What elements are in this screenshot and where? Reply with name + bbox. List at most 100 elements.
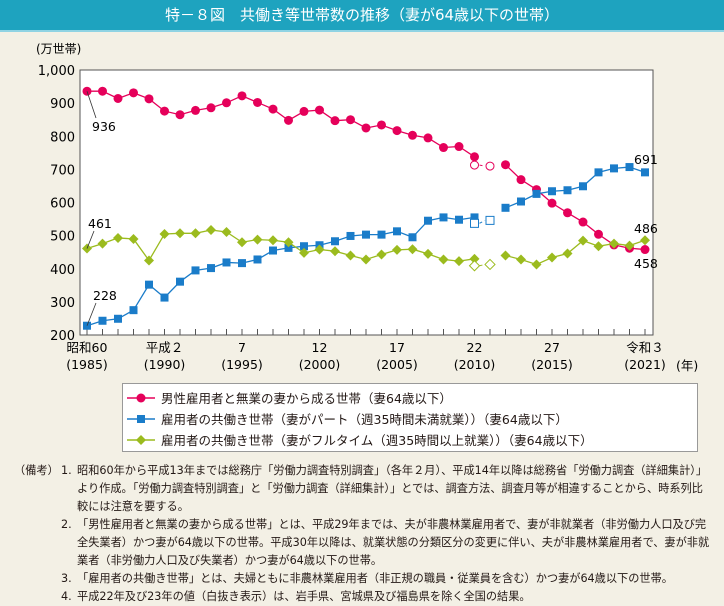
data-point: [469, 253, 480, 264]
data-point: [268, 235, 278, 246]
note-item: 2. 「男性雇用者と無業の妻から成る世帯」とは、平成29年までは、夫が非農林業雇用…: [14, 516, 714, 570]
x-tick-label-year: (1990): [144, 357, 186, 372]
data-point: [237, 91, 247, 101]
legend-item: 雇用者の共働き世帯（妻がパート（週35時間未満就業））（妻64歳以下）: [127, 408, 697, 429]
data-point: [237, 237, 247, 248]
data-point: [144, 255, 154, 266]
data-point: [610, 164, 618, 173]
data-point: [331, 237, 339, 246]
note-text: 昭和60年から平成13年までは総務庁「労働力調査特別調査」（各年２月）、平成14…: [77, 464, 708, 513]
data-point: [284, 243, 293, 252]
data-point: [624, 240, 635, 251]
x-tick-label: 7: [238, 340, 246, 355]
note-text: 「男性雇用者と無業の妻から成る世帯」とは、平成29年までは、夫が非農林業雇用者で…: [77, 518, 710, 567]
data-point: [160, 106, 169, 116]
legend-swatch: [127, 393, 155, 402]
data-point: [176, 277, 184, 286]
y-tick-label: 500: [50, 230, 75, 245]
data-point: [500, 250, 511, 261]
legend-item: 雇用者の共働き世帯（妻がフルタイム（週35時間以上就業））（妻64歳以下）: [127, 429, 697, 450]
label-leader-line: [86, 302, 97, 326]
data-point: [346, 115, 355, 125]
y-tick-label: 1,000: [38, 64, 75, 79]
x-tick-label-year: (1995): [221, 357, 263, 372]
data-point: [206, 103, 216, 113]
data-point: [191, 266, 200, 275]
data-point: [454, 256, 464, 267]
data-point: [252, 234, 263, 245]
data-point: [376, 249, 387, 260]
data-point: [222, 98, 231, 108]
notes: （備考） 1. 昭和60年から平成13年までは総務庁「労働力調査特別調査」（各年２月…: [14, 462, 714, 606]
x-tick-label-year: (2010): [454, 357, 496, 372]
data-point: [438, 254, 449, 265]
data-point: [455, 215, 463, 224]
data-point: [609, 238, 619, 249]
series-2: [82, 224, 650, 272]
data-point: [407, 244, 418, 255]
series-0: [82, 86, 650, 255]
note-head: （備考）: [14, 464, 59, 477]
legend-label: 男性雇用者と無業の妻から成る世帯（妻64歳以下）: [161, 391, 452, 406]
legend-label: 雇用者の共働き世帯（妻がフルタイム（週35時間以上就業））（妻64歳以下）: [161, 433, 593, 448]
data-point: [640, 245, 650, 255]
data-point: [641, 168, 649, 177]
series-line: [505, 164, 646, 251]
data-point: [579, 182, 587, 191]
data-point: [269, 246, 277, 255]
data-point: [222, 258, 231, 267]
y-tick-label: 600: [50, 197, 75, 212]
line-chart: (万世帯) (年) 200 300 400 500 600 700 800 900 1,000 昭…: [36, 42, 698, 373]
data-point: [206, 224, 216, 235]
data-point: [98, 316, 107, 325]
data-point: [517, 197, 525, 206]
x-tick-label-year: (1985): [66, 357, 108, 372]
data-point: [300, 242, 308, 251]
data-point: [114, 314, 122, 323]
x-tick-label: 22: [467, 340, 483, 355]
data-point: [423, 133, 433, 143]
x-tick-label: 17: [389, 340, 405, 355]
data-label: 458: [634, 256, 658, 271]
data-point: [283, 237, 294, 248]
data-point: [484, 258, 496, 271]
data-point: [362, 230, 370, 239]
data-point: [408, 130, 417, 140]
series-line: [505, 239, 646, 266]
data-point: [330, 246, 340, 257]
hollow-series-line: [479, 219, 486, 224]
y-tick-label: 800: [50, 130, 75, 145]
data-point: [408, 233, 417, 242]
data-point: [330, 116, 340, 126]
data-point: [299, 247, 309, 258]
data-point: [315, 105, 324, 115]
x-tick-label: 昭和60: [67, 340, 108, 355]
data-point: [129, 306, 138, 315]
x-tick-label: 令和３: [626, 340, 664, 355]
data-point: [547, 252, 557, 263]
x-tick-label-year: (2021): [624, 357, 666, 372]
note-item: 3. 「雇用者の共働き世帯」とは、夫婦ともに非農林業雇用者（非正規の職員・従業員を…: [14, 570, 714, 588]
x-axis-label: (年): [676, 358, 698, 373]
data-label: 486: [634, 221, 658, 236]
data-point: [160, 293, 169, 302]
data-label: 691: [634, 152, 658, 167]
data-point: [439, 213, 448, 222]
data-point: [562, 248, 573, 259]
figure-title: 特－８図 共働き等世帯数の推移（妻が64歳以下の世帯）: [0, 0, 724, 30]
y-tick-label: 200: [50, 329, 75, 344]
data-point: [175, 228, 185, 239]
note-number: 1.: [61, 464, 72, 477]
data-point: [439, 143, 448, 153]
x-tick-label: 27: [544, 340, 560, 355]
hollow-series-line: [479, 164, 486, 167]
data-point: [314, 244, 325, 255]
data-point: [253, 255, 262, 264]
data-point: [377, 230, 386, 239]
data-point: [392, 126, 402, 136]
data-point: [113, 93, 123, 103]
data-point: [485, 215, 495, 225]
data-point: [299, 106, 309, 116]
x-tick-label: 平成２: [146, 340, 184, 355]
data-point: [468, 260, 481, 272]
